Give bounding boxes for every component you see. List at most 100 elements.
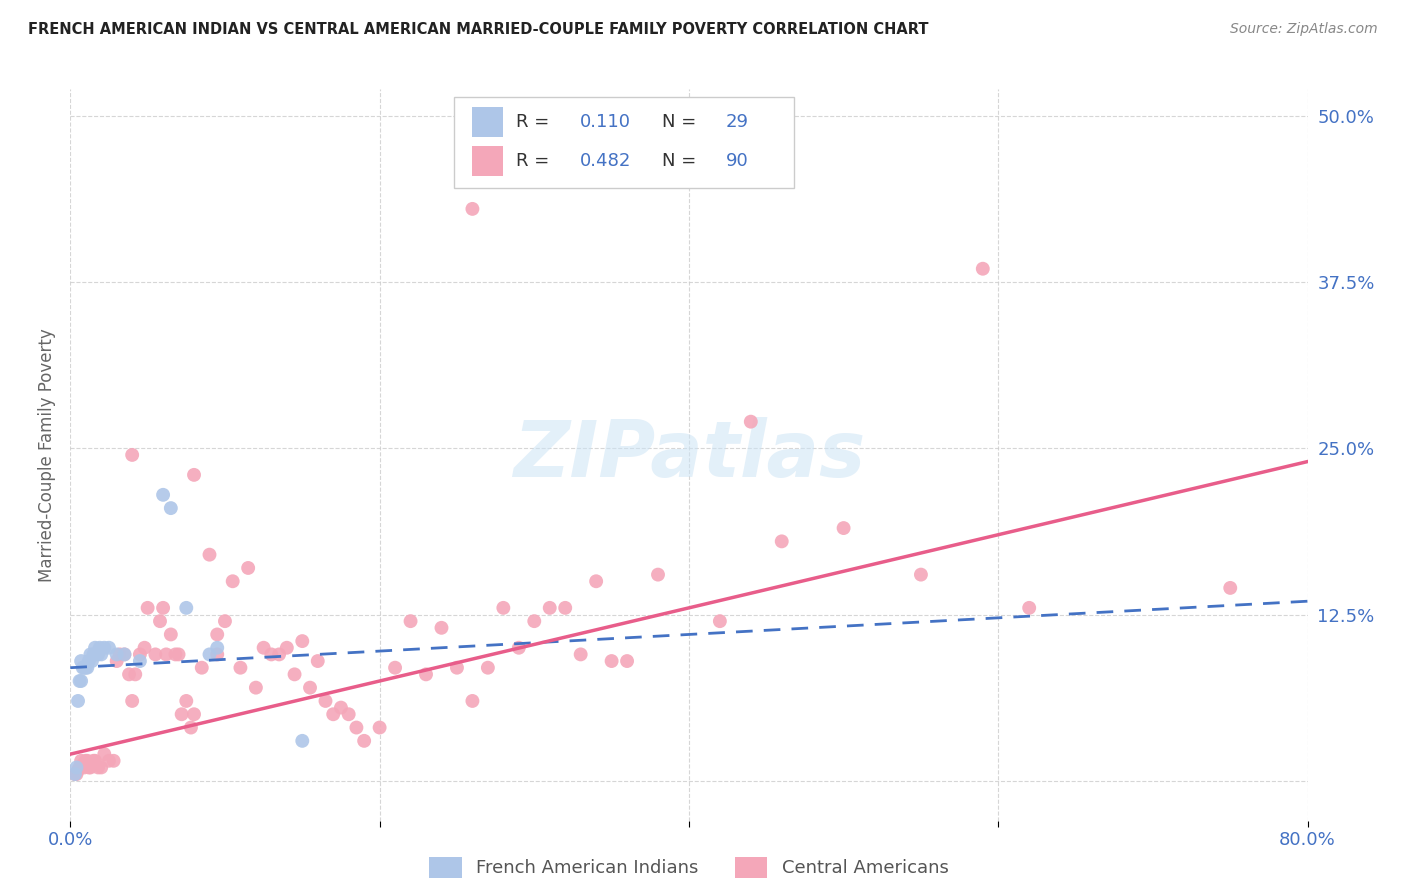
Text: R =: R = — [516, 152, 555, 169]
Text: 29: 29 — [725, 113, 749, 131]
Point — [276, 640, 298, 655]
Point — [82, 648, 105, 662]
Point — [72, 661, 94, 675]
Point — [330, 700, 353, 714]
Point — [84, 754, 107, 768]
Point — [93, 640, 115, 655]
Point — [105, 648, 128, 662]
Point — [222, 574, 245, 589]
Point — [600, 654, 623, 668]
Point — [129, 654, 152, 668]
FancyBboxPatch shape — [472, 107, 503, 137]
Point — [207, 640, 229, 655]
Point — [245, 681, 267, 695]
Point — [152, 488, 174, 502]
Point — [207, 627, 229, 641]
Point — [238, 561, 260, 575]
Point — [114, 648, 135, 662]
Point — [346, 721, 368, 735]
Point — [446, 661, 468, 675]
Point — [118, 667, 141, 681]
Point — [105, 654, 128, 668]
Point — [84, 640, 107, 655]
Point — [180, 721, 202, 735]
Point — [183, 467, 205, 482]
Point — [972, 261, 994, 276]
Point — [260, 648, 283, 662]
Point — [90, 760, 112, 774]
Point — [647, 567, 669, 582]
Point — [103, 754, 125, 768]
Point — [155, 648, 177, 662]
Point — [129, 648, 152, 662]
Point — [183, 707, 205, 722]
Point — [269, 648, 291, 662]
Point — [430, 621, 453, 635]
Point — [160, 627, 183, 641]
Point — [291, 634, 314, 648]
Point — [299, 681, 322, 695]
Text: Source: ZipAtlas.com: Source: ZipAtlas.com — [1230, 22, 1378, 37]
Point — [70, 654, 93, 668]
Point — [77, 760, 100, 774]
Point — [253, 640, 276, 655]
Text: R =: R = — [516, 113, 555, 131]
Text: 0.110: 0.110 — [581, 113, 631, 131]
Point — [167, 648, 190, 662]
Point — [284, 667, 307, 681]
Point — [124, 667, 146, 681]
Point — [198, 648, 221, 662]
Point — [69, 673, 91, 688]
Point — [384, 661, 406, 675]
Point — [174, 694, 197, 708]
Point — [114, 648, 135, 662]
Text: N =: N = — [662, 113, 702, 131]
Point — [69, 760, 91, 774]
Point — [315, 694, 337, 708]
Point — [90, 648, 112, 662]
Point — [214, 614, 236, 628]
Point — [170, 707, 193, 722]
Point — [87, 760, 110, 774]
Point — [399, 614, 422, 628]
Point — [616, 654, 638, 668]
Text: FRENCH AMERICAN INDIAN VS CENTRAL AMERICAN MARRIED-COUPLE FAMILY POVERTY CORRELA: FRENCH AMERICAN INDIAN VS CENTRAL AMERIC… — [28, 22, 928, 37]
Point — [585, 574, 607, 589]
Point — [73, 661, 96, 675]
Point — [98, 640, 120, 655]
Point — [832, 521, 855, 535]
Point — [461, 202, 484, 216]
Point — [70, 673, 93, 688]
Point — [134, 640, 156, 655]
Legend: French American Indians, Central Americans: French American Indians, Central America… — [422, 849, 956, 885]
Point — [415, 667, 437, 681]
Point — [75, 661, 97, 675]
Point — [910, 567, 932, 582]
Y-axis label: Married-Couple Family Poverty: Married-Couple Family Poverty — [38, 328, 56, 582]
Point — [89, 640, 111, 655]
Point — [492, 600, 515, 615]
Point — [174, 600, 197, 615]
Point — [72, 757, 94, 772]
Point — [1219, 581, 1241, 595]
Point — [79, 648, 101, 662]
Point — [160, 501, 183, 516]
Point — [93, 747, 115, 761]
Point — [80, 654, 103, 668]
Point — [291, 734, 314, 748]
FancyBboxPatch shape — [472, 145, 503, 177]
Text: 90: 90 — [725, 152, 749, 169]
Point — [67, 694, 90, 708]
Point — [322, 707, 344, 722]
Point — [337, 707, 360, 722]
Point — [63, 767, 86, 781]
FancyBboxPatch shape — [454, 96, 794, 188]
Point — [65, 760, 87, 774]
Text: N =: N = — [662, 152, 702, 169]
Point — [65, 767, 87, 781]
Point — [307, 654, 329, 668]
Point — [165, 648, 187, 662]
Point — [75, 754, 97, 768]
Point — [63, 767, 86, 781]
Point — [770, 534, 793, 549]
